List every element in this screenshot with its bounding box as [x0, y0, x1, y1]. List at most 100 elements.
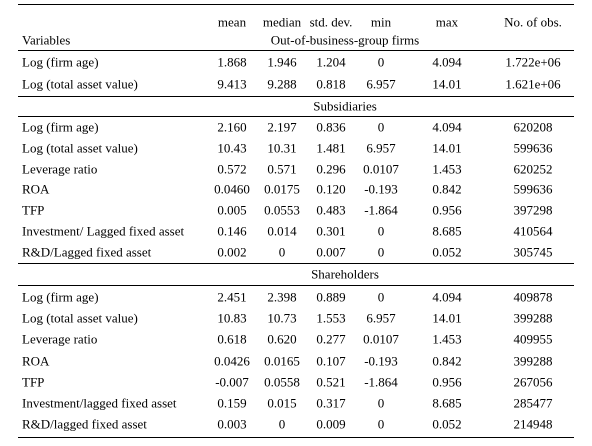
cell: 0.015 — [267, 395, 297, 411]
cell: 599636 — [513, 181, 553, 197]
cell: 409955 — [513, 331, 553, 347]
row-label: Investment/lagged fixed asset — [22, 395, 177, 411]
cell: 4.094 — [432, 289, 462, 305]
column-header: No. of obs. — [504, 14, 562, 30]
section-title: Shareholders — [311, 266, 379, 282]
cell: 0.052 — [432, 416, 462, 432]
cell: 0.005 — [217, 202, 247, 218]
cell: 0.956 — [432, 202, 462, 218]
column-header: Variables — [22, 32, 71, 48]
cell: 0.052 — [432, 244, 462, 260]
cell: 620252 — [513, 161, 553, 177]
cell: 0 — [377, 54, 385, 70]
column-header: mean — [217, 14, 247, 30]
cell: 0 — [278, 244, 286, 260]
cell: 9.288 — [267, 76, 297, 92]
cell: 0.003 — [217, 416, 247, 432]
cell: 0.818 — [316, 76, 346, 92]
cell: 0 — [377, 223, 385, 239]
cell: 0.317 — [316, 395, 346, 411]
cell: 0.0460 — [214, 181, 250, 197]
cell: 0 — [377, 395, 385, 411]
cell: 0.0165 — [264, 353, 300, 369]
row-label: Log (total asset value) — [22, 140, 138, 156]
row-label: TFP — [22, 202, 45, 218]
cell: 1.722e+06 — [505, 54, 561, 70]
cell: 1.453 — [432, 331, 462, 347]
cell: 14.01 — [432, 310, 462, 326]
row-label: TFP — [22, 374, 45, 390]
cell: 10.73 — [267, 310, 297, 326]
cell: 0.889 — [316, 289, 346, 305]
cell: 0.301 — [316, 223, 346, 239]
row-label: Log (total asset value) — [22, 310, 138, 326]
cell: 0 — [377, 119, 385, 135]
cell: 305745 — [513, 244, 553, 260]
cell: 1.453 — [432, 161, 462, 177]
cell: 14.01 — [432, 76, 462, 92]
cell: 0.0107 — [363, 161, 399, 177]
cell: 0 — [377, 416, 385, 432]
cell: 0 — [377, 289, 385, 305]
cell: 0.842 — [432, 353, 462, 369]
cell: 1.868 — [217, 54, 247, 70]
cell: 0.107 — [316, 353, 346, 369]
cell: 399288 — [513, 310, 553, 326]
rule — [18, 285, 574, 286]
cell: 599636 — [513, 140, 553, 156]
cell: 0 — [278, 416, 286, 432]
cell: -0.193 — [364, 353, 398, 369]
column-header: median — [262, 14, 302, 30]
cell: 10.43 — [217, 140, 247, 156]
cell: 0.483 — [316, 202, 346, 218]
cell: 399288 — [513, 353, 553, 369]
cell: 0.296 — [316, 161, 346, 177]
cell: 409878 — [513, 289, 553, 305]
cell: 1.621e+06 — [505, 76, 561, 92]
cell: 1.946 — [267, 54, 297, 70]
cell: 267056 — [513, 374, 553, 390]
cell: 0.0558 — [264, 374, 300, 390]
cell: 620208 — [513, 119, 553, 135]
row-label: Log (firm age) — [22, 119, 99, 135]
cell: 0.007 — [316, 244, 346, 260]
cell: 0.0107 — [363, 331, 399, 347]
cell: 0.618 — [217, 331, 247, 347]
row-label: R&D/Lagged fixed asset — [22, 244, 152, 260]
cell: 2.398 — [267, 289, 297, 305]
rule — [18, 116, 574, 117]
row-label: Leverage ratio — [22, 161, 98, 177]
cell: 14.01 — [432, 140, 462, 156]
cell: 2.451 — [217, 289, 247, 305]
section-title: Subsidiaries — [313, 98, 377, 114]
cell: 6.957 — [366, 76, 396, 92]
cell: 4.094 — [432, 119, 462, 135]
row-label: Log (firm age) — [22, 54, 99, 70]
cell: 6.957 — [366, 310, 396, 326]
row-label: Log (firm age) — [22, 289, 99, 305]
row-label: ROA — [22, 353, 50, 369]
cell: 0.956 — [432, 374, 462, 390]
cell: -0.007 — [215, 374, 249, 390]
cell: 4.094 — [432, 54, 462, 70]
rule — [18, 4, 574, 5]
cell: 0.620 — [267, 331, 297, 347]
cell: 397298 — [513, 202, 553, 218]
cell: 8.685 — [432, 395, 462, 411]
cell: 10.83 — [217, 310, 247, 326]
cell: 6.957 — [366, 140, 396, 156]
cell: 0.146 — [217, 223, 247, 239]
row-label: Leverage ratio — [22, 331, 98, 347]
cell: 10.31 — [267, 140, 297, 156]
cell: 0.159 — [217, 395, 247, 411]
cell: 0.120 — [316, 181, 346, 197]
cell: 8.685 — [432, 223, 462, 239]
cell: 0.277 — [316, 331, 346, 347]
row-label: Log (total asset value) — [22, 76, 138, 92]
cell: 0.002 — [217, 244, 247, 260]
column-header: min — [370, 14, 392, 30]
cell: 0.014 — [267, 223, 297, 239]
row-label: R&D/lagged fixed asset — [22, 416, 147, 432]
cell: 0 — [377, 244, 385, 260]
